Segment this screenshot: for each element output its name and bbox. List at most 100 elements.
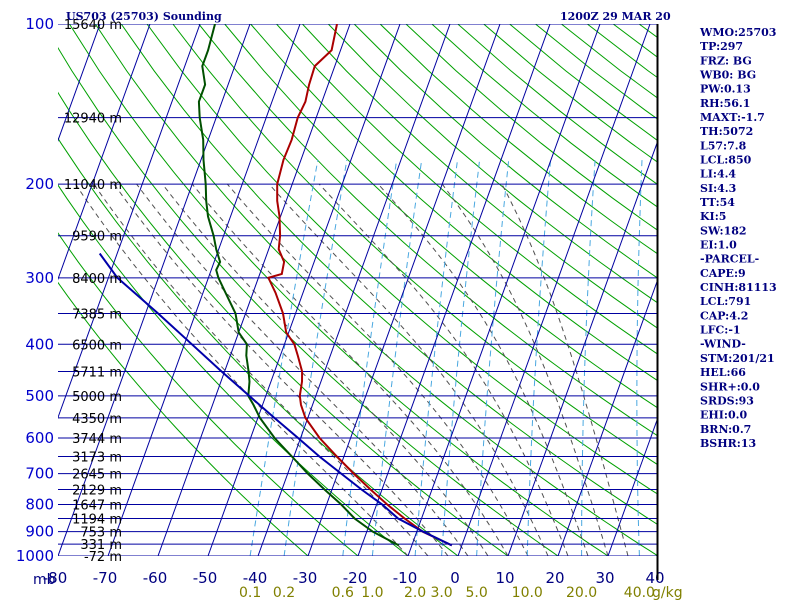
height-label: 6500 m [72, 338, 122, 353]
index-item: WMO:25703 [699, 26, 776, 39]
isotherm-line [457, 24, 651, 556]
temperature-tick-label: 10 [495, 569, 514, 587]
index-item: HEL:66 [700, 366, 746, 379]
isotherm-line [607, 415, 658, 556]
index-item: CINH:81113 [700, 281, 777, 294]
pressure-tick-label: 600 [25, 429, 54, 447]
temperature-tick-label: -70 [93, 569, 118, 587]
mixing-ratio-line [441, 159, 481, 556]
mixing-ratio-label: 0.1 [239, 585, 261, 600]
pressure-tick-label: 200 [25, 175, 54, 193]
index-item: -WIND- [700, 338, 746, 351]
height-label: -72 m [84, 550, 122, 565]
parcel-profile [98, 252, 453, 547]
temperature-tick-label: -60 [143, 569, 168, 587]
height-label: 1194 m [72, 512, 122, 527]
temperature-tick-label: -80 [43, 569, 68, 587]
pressure-tick-label: 1000 [16, 547, 54, 565]
temperature-tick-label: 30 [595, 569, 614, 587]
profile-layer [98, 24, 453, 547]
mixing-ratio-label: 20.0 [566, 585, 597, 600]
mixing-ratio-label: 1.0 [361, 585, 383, 600]
temperature-tick-label: 0 [450, 569, 460, 587]
mixing-ratio-line [581, 159, 596, 556]
index-item: LFC:-1 [700, 324, 741, 337]
mixing-ratio-label: 10.0 [512, 585, 543, 600]
temperature-tick-label: -50 [193, 569, 218, 587]
moist-adiabat [441, 183, 609, 556]
mixing-ratio-label: 3.0 [430, 585, 452, 600]
mixing-ratio-unit-label: g/kg [652, 585, 683, 600]
moist-adiabat [268, 183, 549, 556]
isotherm-line [207, 24, 401, 556]
height-label: 753 m [80, 526, 122, 541]
index-item: L57:7.8 [700, 139, 747, 152]
mixing-ratio-line [249, 159, 319, 556]
height-label: 3744 m [72, 432, 122, 447]
height-label: 331 m [80, 538, 122, 553]
index-item: STM:201/21 [700, 352, 775, 365]
temperature-tick-label: -30 [293, 569, 318, 587]
mixing-ratio-line [371, 159, 423, 556]
isotherm-line [157, 24, 351, 556]
moist-adiabat [501, 183, 629, 556]
index-item: SRDS:93 [700, 394, 754, 407]
index-item: RH:56.1 [700, 97, 750, 110]
mixing-ratio-line [414, 159, 458, 556]
index-item: TH:5072 [700, 125, 753, 138]
index-item: EI:1.0 [700, 239, 737, 252]
index-item: SI:4.3 [700, 182, 736, 195]
pressure-tick-label: 100 [25, 15, 54, 33]
isotherm-line [257, 24, 451, 556]
isotherm-line [407, 24, 601, 556]
index-item: BRN:0.7 [700, 423, 751, 436]
height-label: 7385 m [72, 307, 122, 322]
isotherm-line [58, 24, 251, 556]
index-item: PW:0.13 [700, 83, 751, 96]
height-label: 5000 m [72, 390, 122, 405]
isotherm-line [58, 24, 151, 281]
temperature-tick-label: -20 [343, 569, 368, 587]
index-item: LCL:850 [700, 154, 752, 167]
mixing-ratio-line [636, 159, 643, 556]
mixing-ratio-line [476, 159, 510, 556]
mixing-ratio-line [342, 159, 398, 556]
mixing-ratio-label: 40.0 [624, 585, 655, 600]
height-label: 5711 m [72, 366, 122, 381]
pressure-tick-label: 500 [25, 387, 54, 405]
height-label: 15640 m [64, 18, 122, 33]
index-item: FRZ: BG [700, 54, 752, 67]
index-item: TT:54 [700, 196, 735, 209]
chart-datetime: 1200Z 29 MAR 20 [560, 10, 671, 23]
index-item: BSHR:13 [700, 437, 756, 450]
height-label: 11040 m [64, 178, 122, 193]
pressure-tick-label: 400 [25, 335, 54, 353]
isotherm-line [357, 24, 551, 556]
index-item: -PARCEL- [700, 253, 759, 266]
dewpoint-profile [197, 24, 400, 547]
index-item: EHI:0.0 [700, 409, 747, 422]
temperature-profile [266, 24, 453, 547]
pressure-tick-label: 700 [25, 465, 54, 483]
isotherm-line [507, 138, 658, 556]
index-item: LI:4.4 [700, 168, 736, 181]
temperature-tick-label: -10 [393, 569, 418, 587]
pressure-tick-label: 800 [25, 495, 54, 513]
height-label: 3173 m [72, 450, 122, 465]
chart-title: US703 (25703) Sounding [66, 10, 222, 23]
pressure-tick-label: 900 [25, 523, 54, 541]
index-item: SW:182 [700, 224, 747, 237]
temperature-tick-label: -40 [243, 569, 268, 587]
height-label: 2645 m [72, 468, 122, 483]
temperature-tick-label: 20 [545, 569, 564, 587]
pressure-unit-label: mb [33, 572, 56, 588]
height-label: 4350 m [72, 412, 122, 427]
grid-layer [58, 24, 658, 556]
index-item: MAXT:-1.7 [700, 111, 765, 124]
isotherm-line [557, 277, 658, 556]
mixing-ratio-label: 0.2 [273, 585, 295, 600]
mixing-ratio-label: 2.0 [404, 585, 426, 600]
index-item: LCL:791 [700, 295, 751, 308]
index-item: CAP:4.2 [700, 309, 748, 322]
